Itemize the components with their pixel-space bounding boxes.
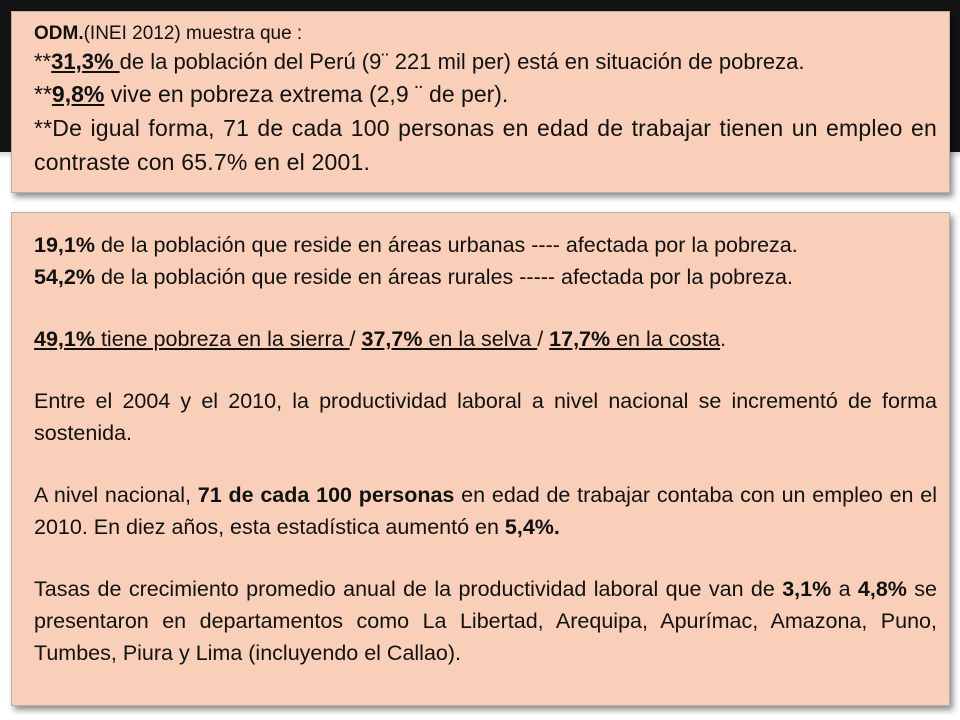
summary-heading: ODM.(INEI 2012) muestra que : (34, 23, 303, 44)
growth-rates-paragraph: Tasas de crecimiento promedio anual de l… (34, 577, 938, 665)
extreme-poverty-line: **9,8% vive en pobreza extrema (2,9 ¨ de… (34, 81, 509, 107)
spacer (34, 449, 937, 479)
employment-line: **De igual forma, 71 de cada 100 persona… (34, 115, 937, 175)
employment-paragraph: A nivel nacional, 71 de cada 100 persona… (34, 483, 938, 539)
regional-poverty-line: 49,1% tiene pobreza en la sierra / 37,7%… (34, 327, 727, 351)
urban-poverty-line: 19,1% de la población que reside en área… (34, 233, 798, 257)
spacer (34, 543, 937, 573)
spacer (34, 293, 937, 323)
details-box: 19,1% de la población que reside en área… (11, 212, 950, 706)
poverty-rate-line: **31,3% de la población del Perú (9¨ 221… (34, 49, 805, 74)
summary-box: ODM.(INEI 2012) muestra que : **31,3% de… (11, 11, 950, 193)
spacer (34, 355, 937, 385)
productivity-paragraph: Entre el 2004 y el 2010, la productivida… (34, 389, 937, 445)
rural-poverty-line: 54,2% de la población que reside en área… (34, 265, 793, 289)
